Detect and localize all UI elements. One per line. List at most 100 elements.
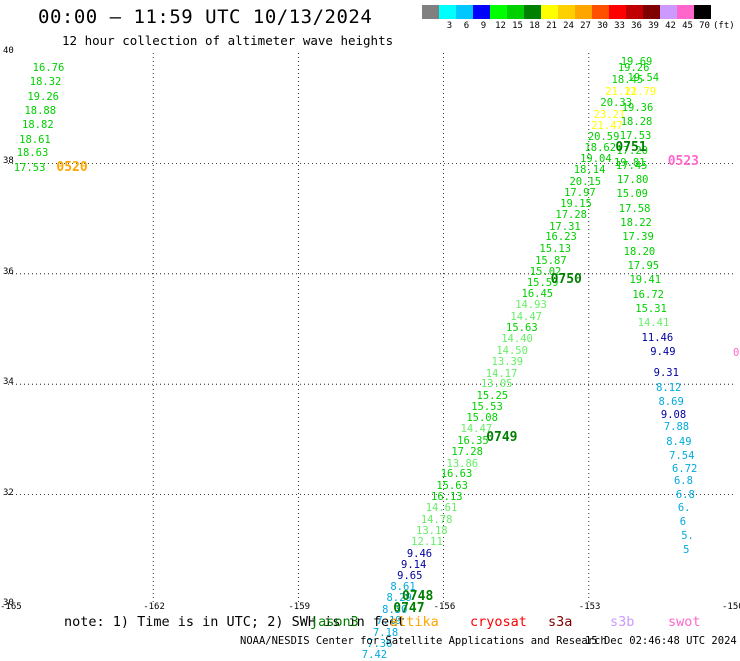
wave-height-value: 6.72 xyxy=(672,463,698,476)
wave-height-value: 15.63 xyxy=(506,321,538,334)
wave-height-value: 13.05 xyxy=(480,378,513,391)
wave-height-value: 14.47 xyxy=(510,310,542,323)
wave-height-value: 15.02 xyxy=(529,265,562,278)
footnote: note: 1) Time is in UTC; 2) SWH is in fe… xyxy=(64,614,406,630)
wave-height-value: 8.69 xyxy=(658,395,684,408)
generation-timestamp: 15 Dec 02:46:48 UTC 2024 xyxy=(585,635,737,647)
wave-height-value: 9.14 xyxy=(401,558,427,571)
wave-height-value: 16.76 xyxy=(32,61,65,74)
colorbar-label: 27 xyxy=(580,21,591,31)
wave-height-value: 18.61 xyxy=(19,133,51,146)
wave-height-value: 7.36 xyxy=(367,637,393,650)
wave-height-value: 20.59 xyxy=(587,131,620,144)
wave-height-value: 13.86 xyxy=(446,457,479,470)
colorbar-swatch xyxy=(422,5,439,19)
colorbar-swatch xyxy=(456,5,473,19)
wave-height-value: 14.41 xyxy=(637,317,670,330)
wave-height-value: 18.20 xyxy=(623,245,656,258)
colorbar-unit: (ft) xyxy=(713,21,735,31)
lat-tick-label: 34 xyxy=(3,377,14,388)
wave-height-value: 17.53 xyxy=(13,161,46,174)
wave-height-value: 7.19 xyxy=(376,615,402,627)
colorbar-label: 9 xyxy=(480,21,487,31)
wave-height-value: 17.31 xyxy=(549,220,581,233)
mission-label: s3b xyxy=(610,614,635,630)
wave-height-value: 9.08 xyxy=(660,408,687,421)
wave-height-value: 19.26 xyxy=(617,61,650,74)
colorbar-swatch xyxy=(677,5,694,19)
colorbar-swatch xyxy=(473,5,490,19)
colorbar-label: 33 xyxy=(614,21,625,31)
wave-height-value: 8.61 xyxy=(390,581,416,594)
wave-height-value: 14.78 xyxy=(420,513,453,526)
track-time-label: 0749 xyxy=(486,430,518,446)
wave-height-value: 19.81 xyxy=(613,157,646,170)
wave-height-value: 16.72 xyxy=(632,288,664,301)
mission-label: s3a xyxy=(548,614,573,630)
colorbar-swatch xyxy=(575,5,592,19)
wave-height-value: 8.12 xyxy=(656,381,682,394)
wave-height-value: 15.59 xyxy=(526,276,559,289)
wave-height-value: 17.28 xyxy=(555,209,587,222)
wave-height-value: 15.25 xyxy=(476,389,509,402)
wave-height-value: 23.21 xyxy=(593,108,626,121)
colorbar-swatch xyxy=(694,5,711,19)
wave-height-value: 9.65 xyxy=(397,570,423,583)
chart-title: 00:00 – 11:59 UTC 10/13/2024 xyxy=(38,6,373,28)
wave-height-value: 21.12 xyxy=(605,85,637,98)
wave-height-value: 14.40 xyxy=(501,333,533,346)
colorbar-swatch xyxy=(558,5,575,19)
wave-height-value: 12.11 xyxy=(411,536,443,549)
track-time-label: 0751 xyxy=(615,139,647,155)
wave-height-value: 18.14 xyxy=(573,164,606,177)
wave-height-value: 20.33 xyxy=(600,96,633,109)
mission-label: cryosat xyxy=(470,614,527,630)
mission-label: jason3 xyxy=(310,614,359,630)
wave-height-value: 19.69 xyxy=(620,56,653,69)
lon-tick-label: -159 xyxy=(288,602,311,612)
colorbar-swatch xyxy=(609,5,626,19)
colorbar-swatch xyxy=(626,5,643,19)
wave-height-value: 15.08 xyxy=(466,412,498,425)
mission-label: altika xyxy=(390,614,439,630)
lon-tick-label: -165 xyxy=(0,602,22,612)
track-time-label: 0747 xyxy=(393,600,425,616)
colorbar-label: 70 xyxy=(699,21,710,31)
wave-height-value: 18.32 xyxy=(29,76,62,89)
wave-height-value: 0 xyxy=(733,347,740,360)
wave-height-value: 17.28 xyxy=(451,446,483,459)
colorbar-swatch xyxy=(507,5,524,19)
colorbar-swatch xyxy=(490,5,507,19)
colorbar-label: 30 xyxy=(597,21,608,31)
wave-height-value: 15.31 xyxy=(635,303,667,316)
colorbar-swatch xyxy=(643,5,660,19)
track-time-label: 0750 xyxy=(550,272,582,288)
lat-tick-label: 32 xyxy=(3,487,14,498)
wave-height-value: 18.63 xyxy=(16,147,49,160)
wave-height-value: 6.8 xyxy=(675,488,695,501)
colorbar-swatch xyxy=(660,5,677,19)
colorbar-label: 39 xyxy=(648,21,659,31)
wave-height-value: 9.46 xyxy=(406,547,433,560)
wave-height-value: 6.8 xyxy=(673,475,693,488)
wave-height-value: 15.87 xyxy=(535,254,567,267)
wave-height-value: 16.45 xyxy=(521,288,554,301)
wave-height-value: 8.49 xyxy=(666,435,692,448)
wave-height-value: 18.88 xyxy=(24,104,57,117)
wave-height-value: 14.93 xyxy=(515,299,547,312)
wave-height-value: 15.63 xyxy=(436,479,468,492)
track-time-label: 0523 xyxy=(667,154,699,170)
wave-height-value: 16.63 xyxy=(440,468,473,481)
wave-height-value: 16.35 xyxy=(457,435,489,448)
colorbar-label: 45 xyxy=(682,21,693,31)
track-time-label: 0520 xyxy=(56,160,88,176)
wave-height-value: 13.39 xyxy=(491,356,524,369)
chart-subtitle: 12 hour collection of altimeter wave hei… xyxy=(62,33,394,48)
wave-height-value: 17.95 xyxy=(627,260,660,273)
wave-height-value: 7.54 xyxy=(669,449,695,462)
colorbar-label: 42 xyxy=(665,21,676,31)
wave-height-value: 16.23 xyxy=(545,231,577,244)
wave-height-value: 21.47 xyxy=(591,119,623,132)
wave-height-value: 18.82 xyxy=(22,119,54,132)
